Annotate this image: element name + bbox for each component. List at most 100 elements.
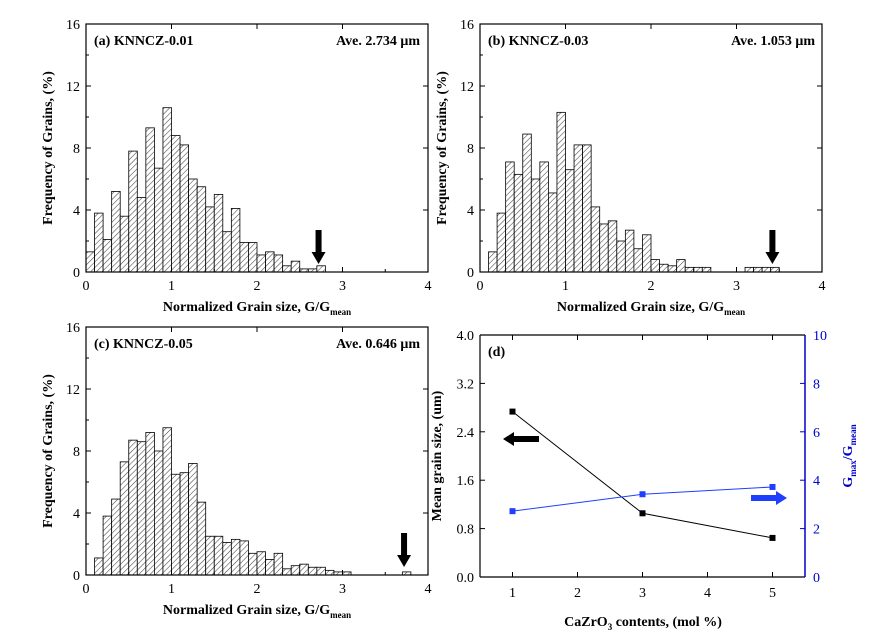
- series-marker: [769, 483, 776, 490]
- x-tick-label: 1: [562, 279, 569, 294]
- series-marker: [639, 491, 646, 498]
- panel-c-arrow: [397, 533, 412, 567]
- x-tick-label: 4: [819, 279, 826, 294]
- panel-a-average: Ave. 2.734 μm: [336, 34, 420, 49]
- panel-c-title: (c) KNNCZ-0.05: [94, 337, 193, 352]
- histogram-bar: [316, 566, 326, 576]
- histogram-bar: [265, 251, 275, 273]
- histogram-bar: [530, 178, 541, 273]
- histogram-bar: [230, 208, 241, 273]
- histogram-bar: [265, 559, 275, 576]
- histogram-bar: [282, 265, 292, 273]
- histogram-bar: [196, 186, 207, 273]
- panel-a-frame: [85, 23, 429, 273]
- histogram-bar: [273, 254, 284, 273]
- x-tick-label: 4: [425, 279, 432, 294]
- x-tick-label: 4: [704, 586, 711, 601]
- y-tick-label: 0: [73, 569, 80, 584]
- histogram-bar: [171, 135, 181, 273]
- x-tick-label: 2: [574, 586, 581, 601]
- x-tick-label: 3: [339, 582, 346, 597]
- panel-b-frame: [479, 23, 823, 273]
- histogram-bar: [513, 173, 524, 273]
- histogram-bar: [179, 144, 190, 273]
- panel-d: 1 2 3 4 5 0.0 0.8 1.6 2.4 3.2 4.0 0 2 4 6 8 10 (d) CaZrO…: [430, 329, 858, 632]
- histogram-bar: [744, 266, 754, 273]
- panel-a-title: (a) KNNCZ-0.01: [94, 34, 194, 49]
- x-tick-label: 2: [254, 279, 261, 294]
- histogram-bar: [188, 178, 198, 273]
- histogram-bar: [205, 206, 215, 273]
- histogram-bar: [248, 552, 258, 576]
- histogram-bar: [539, 161, 549, 273]
- histogram-bar: [230, 538, 241, 576]
- y-right-tick-label: 2: [813, 523, 820, 538]
- y-left-tick-label: 2.4: [457, 426, 475, 441]
- y-right-tick-label: 8: [813, 377, 820, 392]
- x-tick-label: 3: [639, 586, 646, 601]
- histogram-bar: [136, 441, 147, 576]
- histogram-bar: [128, 150, 138, 273]
- y-right-tick-label: 4: [813, 474, 820, 489]
- panel-b-average: Ave. 1.053 μm: [731, 34, 815, 49]
- x-tick-label: 2: [648, 279, 655, 294]
- histogram-bar: [299, 563, 309, 576]
- histogram-bar: [119, 461, 130, 576]
- panel-d-arrow-left: [503, 432, 539, 446]
- panel-c-average: Ave. 0.646 μm: [336, 337, 420, 352]
- histogram-bar: [290, 565, 301, 576]
- histogram-bar: [573, 144, 583, 273]
- panel-d-series: [509, 408, 776, 541]
- y-left-tick-label: 0.0: [457, 571, 475, 586]
- histogram-bar: [556, 111, 566, 273]
- histogram-bar: [676, 259, 686, 273]
- histogram-bar: [316, 265, 326, 273]
- histogram-bar: [179, 472, 190, 576]
- histogram-bar: [642, 234, 652, 273]
- histogram-bar: [667, 265, 678, 273]
- histogram-bar: [290, 260, 301, 273]
- histogram-bar: [505, 161, 515, 273]
- histogram-bar: [693, 266, 703, 273]
- histogram-bar: [239, 242, 249, 273]
- x-tick-label: 0: [83, 582, 90, 597]
- histogram-bar: [582, 144, 592, 273]
- y-tick-label: 8: [73, 142, 80, 157]
- y-tick-label: 0: [73, 266, 80, 281]
- panel-c-ylabel: Frequency of Grains, (%): [41, 374, 56, 528]
- y-left-tick-label: 0.8: [457, 523, 475, 538]
- histogram-bar: [102, 239, 113, 273]
- panel-c-bars: [94, 427, 412, 576]
- down-arrow: [765, 230, 780, 264]
- panel-d-ylabel-right: Gmax/Gmean: [841, 424, 858, 487]
- histogram-bar: [488, 251, 498, 273]
- histogram-bar: [701, 266, 712, 273]
- x-tick-label: 1: [168, 279, 175, 294]
- panel-a-xlabel: Normalized Grain size, G/Gmean: [163, 300, 351, 317]
- histogram-bar: [162, 427, 172, 576]
- histogram-bar: [607, 220, 618, 273]
- x-tick-label: 0: [83, 279, 90, 294]
- histogram-bar: [248, 242, 258, 273]
- x-tick-label: 2: [254, 582, 261, 597]
- histogram-bar: [111, 190, 121, 273]
- histogram-bar: [548, 192, 558, 273]
- histogram-bar: [222, 542, 232, 576]
- histogram-bar: [136, 197, 147, 273]
- histogram-bar: [196, 501, 207, 576]
- histogram-bar: [153, 167, 164, 273]
- histogram-bar: [256, 254, 266, 273]
- y-tick-label: 4: [467, 204, 474, 219]
- histogram-bar: [761, 266, 772, 273]
- histogram-bar: [684, 266, 695, 273]
- histogram-bar: [282, 568, 292, 576]
- histogram-bar: [599, 223, 609, 273]
- panel-a-bars: [85, 107, 326, 273]
- histogram-bar: [222, 231, 232, 273]
- histogram-bar: [522, 133, 532, 273]
- x-tick-label: 3: [339, 279, 346, 294]
